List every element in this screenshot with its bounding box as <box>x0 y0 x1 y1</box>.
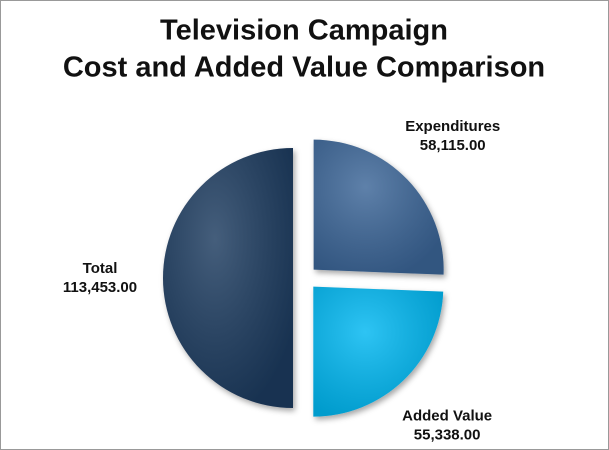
slice-shade <box>313 286 444 417</box>
slice-label: Expenditures <box>405 118 500 135</box>
slice-label: Total <box>83 260 118 277</box>
slice-shade <box>163 148 293 408</box>
chart-title: Television Campaign <box>160 15 448 47</box>
slice-value-label: 113,453.00 <box>63 279 137 296</box>
slice-label: Added Value <box>402 408 492 425</box>
slice-shade <box>313 139 444 275</box>
pie <box>163 139 444 417</box>
slice-value-label: 58,115.00 <box>420 137 486 154</box>
chart-title: Cost and Added Value Comparison <box>63 52 545 84</box>
slice-value-label: 55,338.00 <box>414 427 481 444</box>
